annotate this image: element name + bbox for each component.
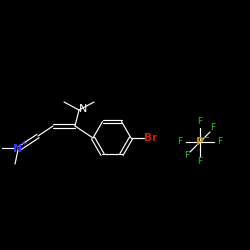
Text: F: F <box>198 158 202 166</box>
Text: F: F <box>178 138 182 146</box>
Text: −: − <box>202 134 209 142</box>
Text: N: N <box>79 104 87 114</box>
Text: N: N <box>14 144 22 154</box>
Text: P: P <box>196 137 204 147</box>
Text: F: F <box>184 152 190 160</box>
Text: F: F <box>198 118 202 126</box>
Text: F: F <box>218 138 222 146</box>
Text: F: F <box>210 124 216 132</box>
Text: +: + <box>20 140 28 148</box>
Text: Br: Br <box>144 133 158 143</box>
